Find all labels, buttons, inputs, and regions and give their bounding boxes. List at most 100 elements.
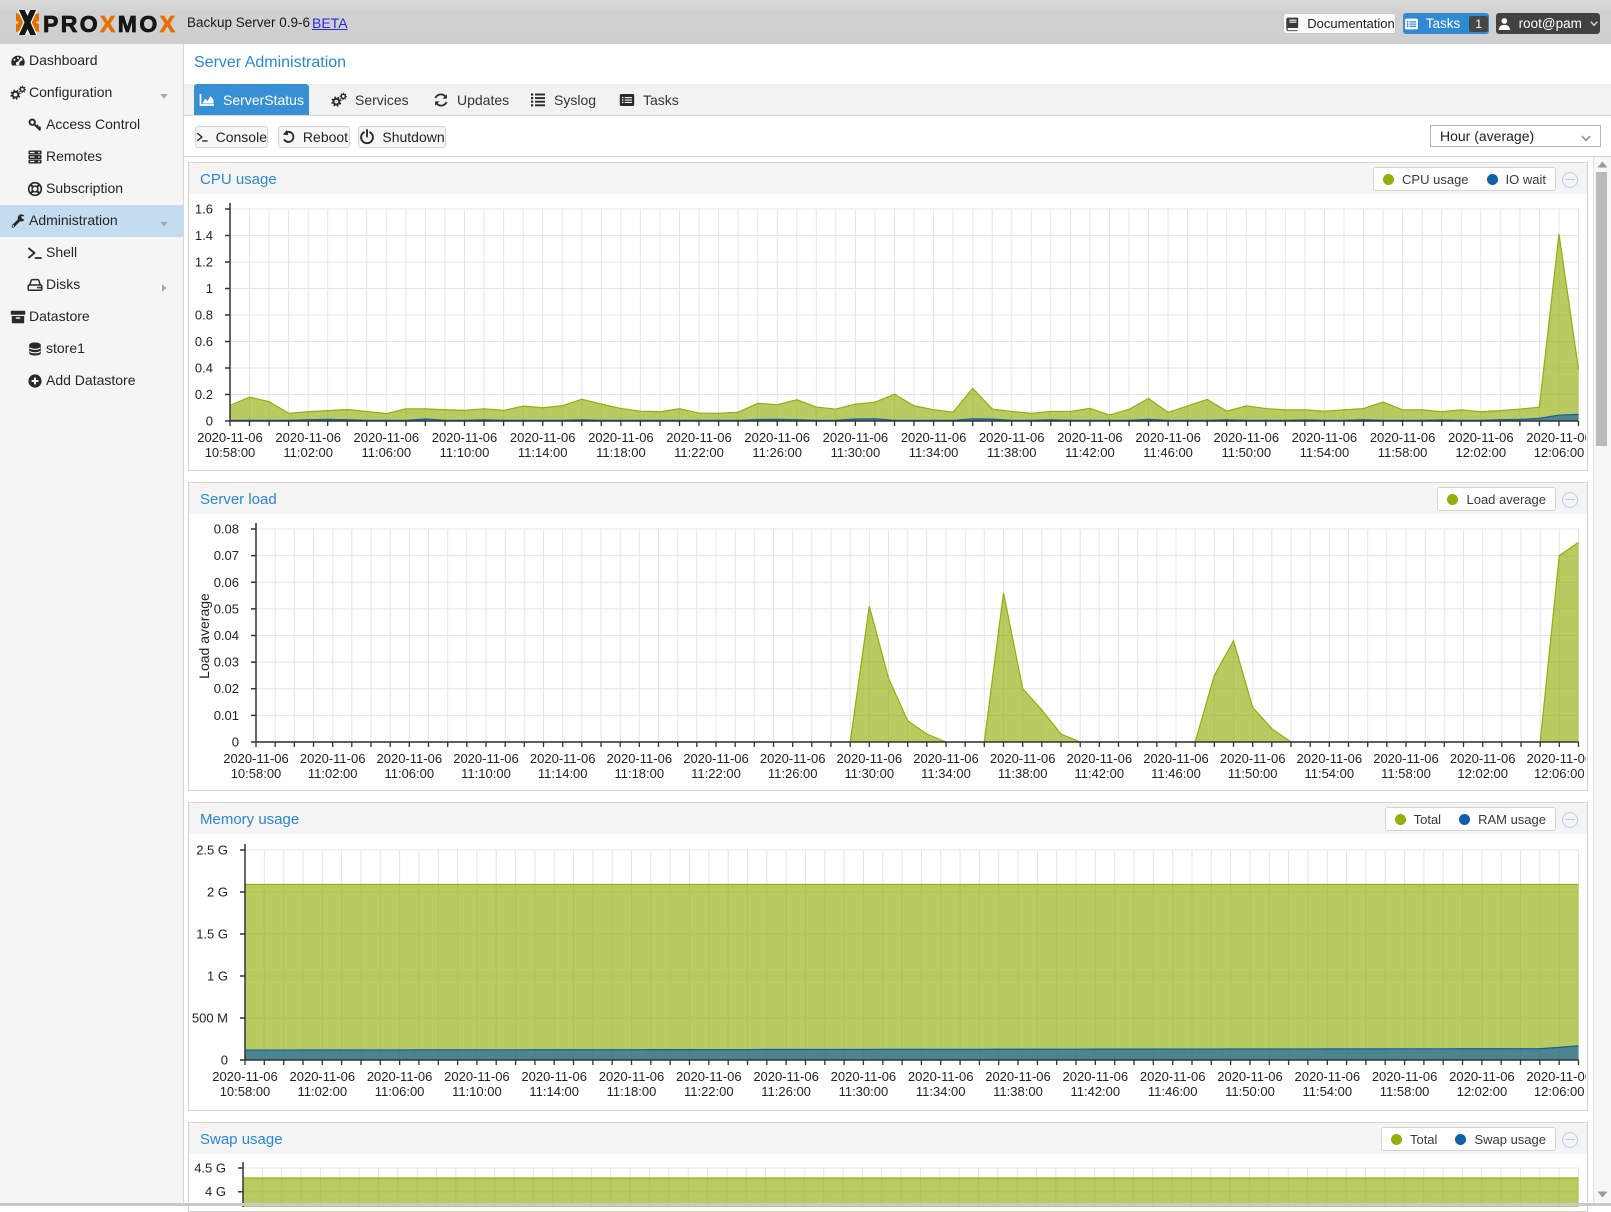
svg-text:12:02:00: 12:02:00 [1457,766,1508,781]
svg-text:12:02:00: 12:02:00 [1457,1084,1508,1099]
svg-text:2020-11-06: 2020-11-06 [837,751,903,766]
svg-text:0.08: 0.08 [214,522,239,537]
svg-text:2020-11-06: 2020-11-06 [290,1069,356,1084]
svg-text:0.07: 0.07 [214,548,239,563]
svg-text:2020-11-06: 2020-11-06 [1292,430,1358,445]
svg-text:11:26:00: 11:26:00 [752,445,802,460]
svg-text:12:06:00: 12:06:00 [1534,1084,1585,1099]
svg-text:11:46:00: 11:46:00 [1143,445,1193,460]
svg-text:11:34:00: 11:34:00 [916,1084,966,1099]
svg-text:2020-11-06: 2020-11-06 [1057,430,1123,445]
svg-text:11:14:00: 11:14:00 [529,1084,579,1099]
svg-text:2020-11-06: 2020-11-06 [990,751,1056,766]
svg-text:11:06:00: 11:06:00 [361,445,411,460]
svg-text:11:14:00: 11:14:00 [518,445,568,460]
svg-text:11:38:00: 11:38:00 [993,1084,1043,1099]
svg-text:2020-11-06: 2020-11-06 [901,430,967,445]
svg-text:2020-11-06: 2020-11-06 [1297,751,1363,766]
svg-text:2020-11-06: 2020-11-06 [1295,1069,1361,1084]
svg-text:2020-11-06: 2020-11-06 [377,751,443,766]
svg-text:2020-11-06: 2020-11-06 [1217,1069,1283,1084]
svg-text:11:58:00: 11:58:00 [1381,766,1431,781]
svg-text:11:54:00: 11:54:00 [1302,1084,1352,1099]
svg-text:10:58:00: 10:58:00 [220,1084,271,1099]
svg-text:2020-11-06: 2020-11-06 [510,430,576,445]
svg-text:11:54:00: 11:54:00 [1300,445,1350,460]
svg-text:2020-11-06: 2020-11-06 [831,1069,897,1084]
svg-text:11:50:00: 11:50:00 [1228,766,1278,781]
svg-text:12:06:00: 12:06:00 [1534,445,1585,460]
svg-text:2020-11-06: 2020-11-06 [588,430,654,445]
svg-text:0.06: 0.06 [214,575,239,590]
svg-text:0: 0 [206,414,213,429]
svg-text:500 M: 500 M [192,1011,228,1026]
svg-text:11:58:00: 11:58:00 [1380,1084,1430,1099]
svg-text:1.2: 1.2 [195,255,213,270]
svg-text:11:58:00: 11:58:00 [1378,445,1428,460]
svg-text:0.4: 0.4 [195,361,213,376]
svg-text:11:42:00: 11:42:00 [1065,445,1115,460]
svg-text:10:58:00: 10:58:00 [205,445,256,460]
svg-text:11:30:00: 11:30:00 [831,445,881,460]
svg-text:0.03: 0.03 [214,655,239,670]
svg-text:2020-11-06: 2020-11-06 [300,751,366,766]
svg-text:2020-11-06: 2020-11-06 [676,1069,742,1084]
svg-text:2020-11-06: 2020-11-06 [1220,751,1286,766]
svg-text:11:50:00: 11:50:00 [1225,1084,1275,1099]
svg-text:2020-11-06: 2020-11-06 [753,1069,819,1084]
svg-text:2020-11-06: 2020-11-06 [432,430,498,445]
svg-text:10:58:00: 10:58:00 [231,766,282,781]
svg-text:2020-11-06: 2020-11-06 [1143,751,1209,766]
svg-text:2020-11-06: 2020-11-06 [599,1069,665,1084]
svg-text:11:10:00: 11:10:00 [452,1084,502,1099]
svg-text:2020-11-06: 2020-11-06 [1135,430,1201,445]
svg-text:2020-11-06: 2020-11-06 [275,430,341,445]
svg-text:11:18:00: 11:18:00 [596,445,646,460]
svg-text:0.01: 0.01 [214,708,239,723]
svg-text:2020-11-06: 2020-11-06 [521,1069,587,1084]
svg-text:11:46:00: 11:46:00 [1151,766,1201,781]
svg-text:11:38:00: 11:38:00 [987,445,1037,460]
svg-text:11:02:00: 11:02:00 [297,1084,347,1099]
svg-text:2020-11-06: 2020-11-06 [683,751,749,766]
svg-text:11:14:00: 11:14:00 [538,766,588,781]
svg-text:11:10:00: 11:10:00 [461,766,511,781]
svg-text:11:06:00: 11:06:00 [375,1084,425,1099]
svg-text:11:18:00: 11:18:00 [614,766,664,781]
svg-text:2020-11-06: 2020-11-06 [444,1069,510,1084]
svg-text:11:46:00: 11:46:00 [1148,1084,1198,1099]
svg-text:2020-11-06: 2020-11-06 [823,430,889,445]
svg-text:2020-11-06: 2020-11-06 [1449,1069,1515,1084]
svg-text:2020-11-06: 2020-11-06 [1450,751,1516,766]
svg-text:1.6: 1.6 [195,202,213,217]
svg-text:0.2: 0.2 [195,387,213,402]
svg-text:11:34:00: 11:34:00 [909,445,959,460]
svg-text:11:42:00: 11:42:00 [1070,1084,1120,1099]
svg-text:2020-11-06: 2020-11-06 [1140,1069,1206,1084]
svg-text:1.4: 1.4 [195,228,213,243]
svg-text:2020-11-06: 2020-11-06 [197,430,263,445]
svg-text:2020-11-06: 2020-11-06 [666,430,732,445]
svg-text:0: 0 [221,1053,228,1068]
svg-text:2020-11-06: 2020-11-06 [744,430,810,445]
svg-text:2020-11-06: 2020-11-06 [1373,751,1439,766]
svg-text:0: 0 [232,735,239,750]
svg-text:Load average: Load average [196,593,212,679]
svg-text:2020-11-06: 2020-11-06 [1372,1069,1438,1084]
svg-text:2020-11-06: 2020-11-06 [985,1069,1051,1084]
svg-text:2020-11-06: 2020-11-06 [908,1069,974,1084]
svg-text:11:02:00: 11:02:00 [283,445,333,460]
svg-text:11:26:00: 11:26:00 [761,1084,811,1099]
svg-text:11:26:00: 11:26:00 [768,766,818,781]
svg-text:0.6: 0.6 [195,334,213,349]
svg-text:2020-11-06: 2020-11-06 [913,751,979,766]
svg-text:12:02:00: 12:02:00 [1455,445,1506,460]
svg-text:2020-11-06: 2020-11-06 [1526,430,1586,445]
svg-text:1: 1 [206,281,213,296]
svg-text:2020-11-06: 2020-11-06 [367,1069,433,1084]
svg-text:2020-11-06: 2020-11-06 [760,751,826,766]
svg-text:2.5 G: 2.5 G [196,843,228,858]
svg-text:2020-11-06: 2020-11-06 [607,751,673,766]
svg-text:11:18:00: 11:18:00 [607,1084,657,1099]
svg-text:0.02: 0.02 [214,681,239,696]
